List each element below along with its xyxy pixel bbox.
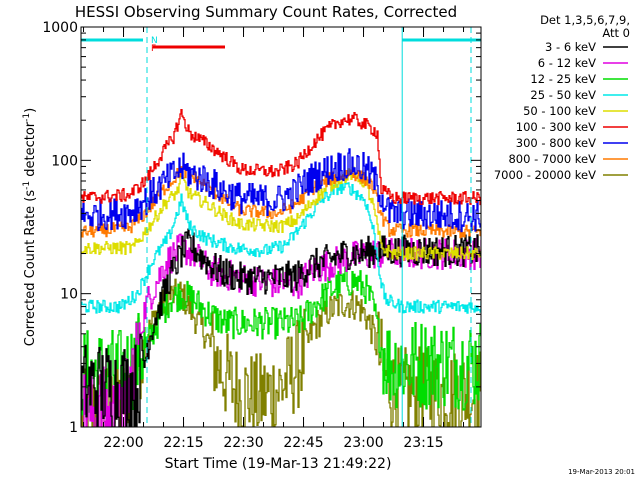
x-axis-label: Start Time (19-Mar-13 21:49:22) [165,456,392,472]
series-line-100-300 [81,108,481,206]
x-tick-label: 23:15 [403,435,443,451]
chart-title: HESSI Observing Summary Count Rates, Cor… [75,3,457,21]
legend-label: 50 - 100 keV [523,104,596,118]
legend-header-detectors: Det 1,3,5,6,7,9, [540,13,630,27]
legend-label: 7000 - 20000 keV [494,168,596,182]
legend-label: 25 - 50 keV [530,88,596,102]
series-line-50-100 [81,166,481,261]
annotation-letter-n: N [151,36,158,46]
legend: Det 1,3,5,6,7,9, Att 0 3 - 6 keV 6 - 12 k… [494,13,630,182]
series-line-800-7000 [81,165,481,239]
legend-label: 100 - 300 keV [516,120,596,134]
series-line-6-12 [81,233,481,427]
legend-label: 3 - 6 keV [545,40,596,54]
x-tick-label: 22:00 [103,435,143,451]
x-tick-label: 23:00 [343,435,383,451]
series-line-12-25 [81,266,481,419]
legend-label: 800 - 7000 keV [508,152,596,166]
y-tick-label: 100 [51,153,78,169]
series-line-3-6 [81,228,481,427]
y-tick-label: 10 [60,287,78,303]
series-line-25-50 [81,180,481,314]
legend-label: 300 - 800 keV [516,136,596,150]
plot-area: NF [81,27,481,427]
y-tick-label: 1 [69,420,78,436]
y-tick-label: 1000 [42,20,78,36]
legend-label: 6 - 12 keV [538,56,596,70]
plot-frame [80,26,482,428]
x-axis-ticks: 22:00 22:15 22:30 22:45 23:00 23:15 [83,27,465,451]
annotation-letter-f: F [151,44,156,54]
x-tick-label: 22:30 [223,435,263,451]
y-axis-ticks: 1 10 100 1000 [42,20,481,436]
x-tick-label: 22:45 [283,435,323,451]
legend-label: 12 - 25 keV [530,72,596,86]
y-axis-label: Corrected Count Rate (s-1 detector-1) [22,108,38,346]
footer-timestamp: 19-Mar-2013 20:01 [568,468,635,476]
legend-header-attenuator: Att 0 [602,26,630,40]
x-tick-label: 22:15 [163,435,203,451]
